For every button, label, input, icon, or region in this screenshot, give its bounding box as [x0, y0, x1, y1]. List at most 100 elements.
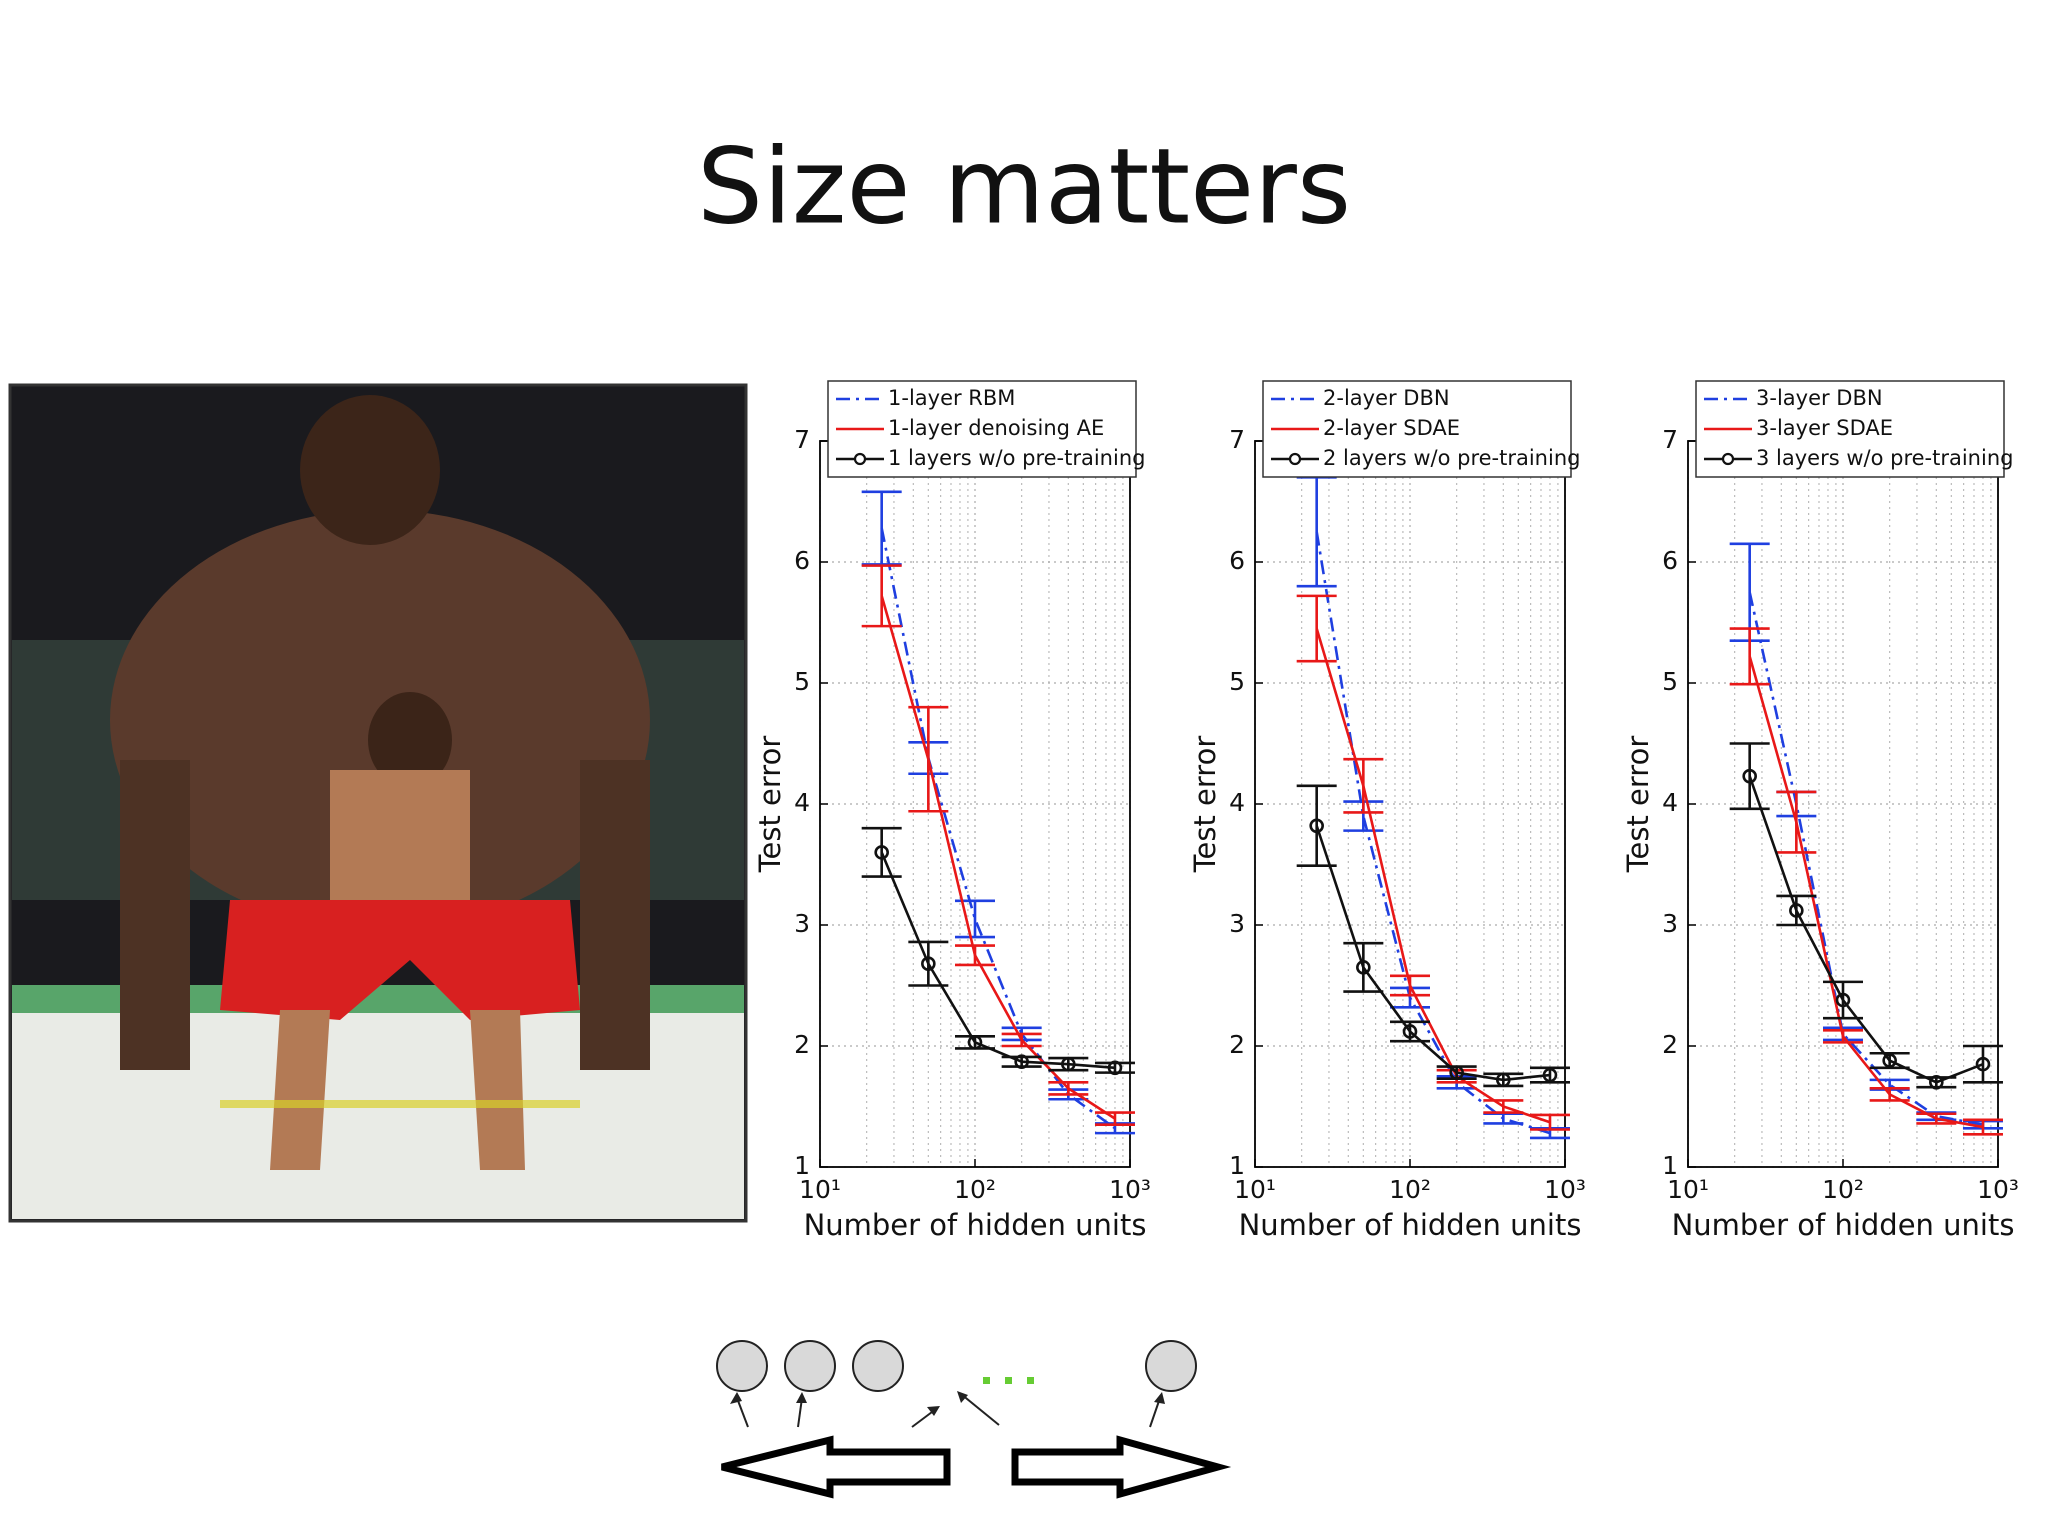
point-marker	[1835, 992, 1851, 1008]
series-line	[880, 595, 1116, 1120]
chart: 1 2 3 4 5 6 7 10¹ 10² 10³ Number of hidden units Te…	[753, 380, 1151, 1242]
y-axis-label: Test error	[1188, 736, 1222, 874]
slide-title: Size matters	[697, 125, 1351, 247]
x-axis-label: Number of hidden units	[1239, 1208, 1582, 1242]
legend-marker	[853, 452, 867, 466]
y-tick-label: 2	[1662, 1030, 1678, 1059]
y-tick-label: 3	[1662, 909, 1678, 938]
legend-label: 3-layer SDAE	[1756, 416, 1893, 440]
y-tick-label: 4	[1662, 788, 1678, 817]
y-axis-label: Test error	[753, 736, 787, 874]
y-tick-label: 2	[794, 1030, 810, 1059]
y-tick-label: 1	[794, 1151, 810, 1180]
y-tick-label: 6	[1662, 546, 1678, 575]
point-marker	[967, 1035, 983, 1050]
error-bar	[955, 1035, 995, 1050]
point-marker	[1014, 1054, 1029, 1070]
x-axis-label: Number of hidden units	[1672, 1208, 2015, 1242]
chart: 1 2 3 4 5 6 7 10¹ 10² 10³ Number of hidden units Te…	[1188, 380, 1586, 1242]
error-bar	[1916, 1112, 1957, 1125]
error-bar	[1962, 1118, 2003, 1136]
y-tick-label: 5	[794, 667, 810, 696]
point-marker	[1929, 1075, 1944, 1090]
error-bar	[1001, 1032, 1042, 1048]
error-bar	[1823, 1028, 1863, 1044]
error-bar	[955, 899, 995, 939]
error-bar	[861, 564, 902, 628]
point-marker	[1742, 768, 1757, 784]
point-marker	[1542, 1067, 1558, 1083]
legend-label: 1-layer RBM	[888, 386, 1015, 410]
y-tick-label: 3	[1229, 909, 1245, 938]
error-bar	[1296, 784, 1337, 868]
legend-label: 2-layer DBN	[1323, 386, 1450, 410]
error-bar	[1390, 974, 1430, 997]
point-marker	[1356, 960, 1371, 975]
error-bar	[1962, 1044, 2003, 1084]
error-bar	[861, 490, 902, 566]
legend-label: 1 layers w/o pre-training	[888, 446, 1145, 470]
point-marker	[1882, 1053, 1897, 1068]
y-tick-label: 1	[1662, 1151, 1678, 1180]
error-bar	[1729, 627, 1770, 686]
photo	[8, 383, 748, 1223]
legend-label: 1-layer denoising AE	[888, 416, 1104, 440]
error-bar	[1048, 1081, 1089, 1096]
y-tick-label: 3	[794, 909, 810, 938]
error-bar	[1729, 542, 1770, 642]
error-bar	[1729, 742, 1770, 811]
series-line	[880, 527, 1116, 1130]
y-tick-label: 6	[1229, 546, 1245, 575]
y-tick-label: 7	[794, 425, 810, 454]
error-bar	[1916, 1076, 1957, 1089]
error-bar	[1483, 1099, 1524, 1114]
y-tick-label: 4	[1229, 788, 1245, 817]
series-line	[1748, 591, 1984, 1126]
error-bar	[1529, 1113, 1570, 1131]
error-bar	[1094, 1111, 1135, 1126]
x-axis-label: Number of hidden units	[804, 1208, 1147, 1242]
chart: 1 2 3 4 5 6 7 10¹ 10² 10³ Number of hidden units Te…	[1621, 380, 2019, 1242]
series-line	[1315, 628, 1551, 1124]
x-tick-label: 10²	[1389, 1175, 1431, 1204]
series-line	[1748, 656, 1984, 1129]
point-marker	[921, 956, 936, 972]
point-marker	[1975, 1056, 1991, 1072]
error-bar	[1869, 1087, 1910, 1102]
x-tick-label: 10¹	[1667, 1175, 1709, 1204]
error-bar	[1343, 757, 1384, 814]
x-tick-label: 10³	[1109, 1175, 1151, 1204]
legend-label: 3-layer DBN	[1756, 386, 1883, 410]
error-bar	[908, 705, 949, 813]
x-tick-label: 10¹	[1234, 1175, 1276, 1204]
point-marker	[1061, 1056, 1076, 1072]
network-diagram	[716, 1340, 1232, 1499]
point-marker	[1402, 1024, 1418, 1039]
series-line	[880, 851, 1116, 1070]
error-bar	[1296, 594, 1337, 663]
error-bar	[861, 826, 902, 878]
point-marker	[1449, 1065, 1464, 1080]
x-tick-label: 10³	[1544, 1175, 1586, 1204]
error-bar	[1823, 980, 1863, 1020]
error-bar	[1483, 1072, 1524, 1088]
error-bar	[1776, 894, 1817, 927]
series-line	[1748, 775, 1984, 1084]
y-tick-label: 1	[1229, 1151, 1245, 1180]
y-tick-label: 4	[794, 788, 810, 817]
error-bar	[1776, 790, 1817, 854]
error-bar	[908, 940, 949, 987]
y-tick-label: 5	[1229, 667, 1245, 696]
legend-label: 2 layers w/o pre-training	[1323, 446, 1580, 470]
x-tick-label: 10¹	[799, 1175, 841, 1204]
legend-label: 3 layers w/o pre-training	[1756, 446, 2013, 470]
x-tick-label: 10²	[1822, 1175, 1864, 1204]
legend-marker	[1721, 452, 1735, 466]
y-tick-label: 6	[794, 546, 810, 575]
x-tick-label: 10²	[954, 1175, 996, 1204]
legend-label: 2-layer SDAE	[1323, 416, 1460, 440]
error-bar	[1343, 941, 1384, 993]
point-marker	[874, 845, 889, 860]
error-bar	[955, 944, 995, 967]
